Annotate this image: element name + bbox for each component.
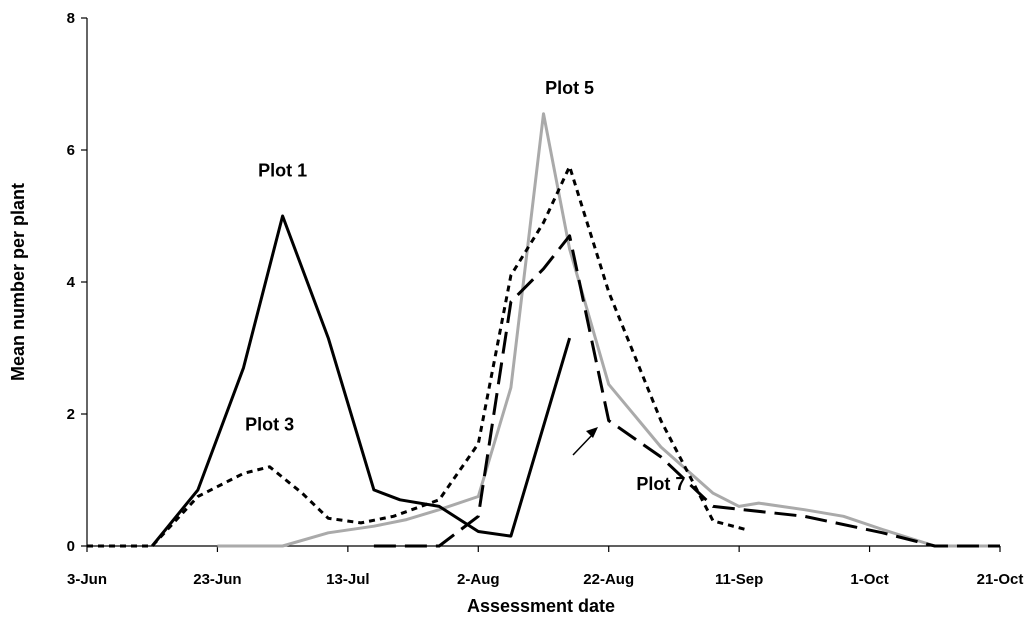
series-line-plot-5 (217, 112, 1000, 548)
plot-7-arrow-shaft (572, 432, 595, 456)
y-tick-label: 2 (67, 406, 75, 423)
series-line-plot-1 (151, 214, 572, 547)
plot-7-arrow-head (586, 427, 598, 438)
annotation-plot-3: Plot 3 (245, 415, 294, 435)
x-tick-label: 2-Aug (457, 571, 500, 588)
y-tick-label: 8 (67, 10, 75, 27)
series-line-plot-7 (373, 234, 1000, 548)
x-tick-label: 22-Aug (583, 571, 634, 588)
annotation-plot-1: Plot 1 (258, 160, 307, 180)
series-line-plot-3 (87, 165, 747, 548)
x-tick-label: 21-Oct (977, 571, 1024, 588)
y-tick-label: 4 (67, 274, 76, 291)
annotation-plot-7: Plot 7 (636, 474, 685, 494)
annotations: Plot 1 Plot 3 Plot 5 Plot 7 (245, 78, 685, 494)
x-axis-title: Assessment date (467, 596, 615, 616)
x-tick-label: 13-Jul (326, 571, 369, 588)
x-tick-label: 3-Jun (67, 571, 107, 588)
y-axis-title: Mean number per plant (8, 183, 28, 381)
annotation-plot-5: Plot 5 (545, 78, 594, 98)
x-tick-label: 1-Oct (850, 571, 888, 588)
y-ticks: 0 2 4 6 8 (67, 10, 87, 555)
y-tick-label: 0 (67, 538, 75, 555)
series-layer (87, 112, 1000, 548)
x-tick-label: 23-Jun (193, 571, 241, 588)
y-tick-label: 6 (67, 142, 75, 159)
plot-area (86, 18, 1000, 547)
x-tick-label: 11-Sep (715, 571, 763, 588)
x-ticks: 3-Jun 23-Jun 13-Jul 2-Aug 22-Aug 11-Sep 1-Oct 2… (67, 546, 1023, 588)
